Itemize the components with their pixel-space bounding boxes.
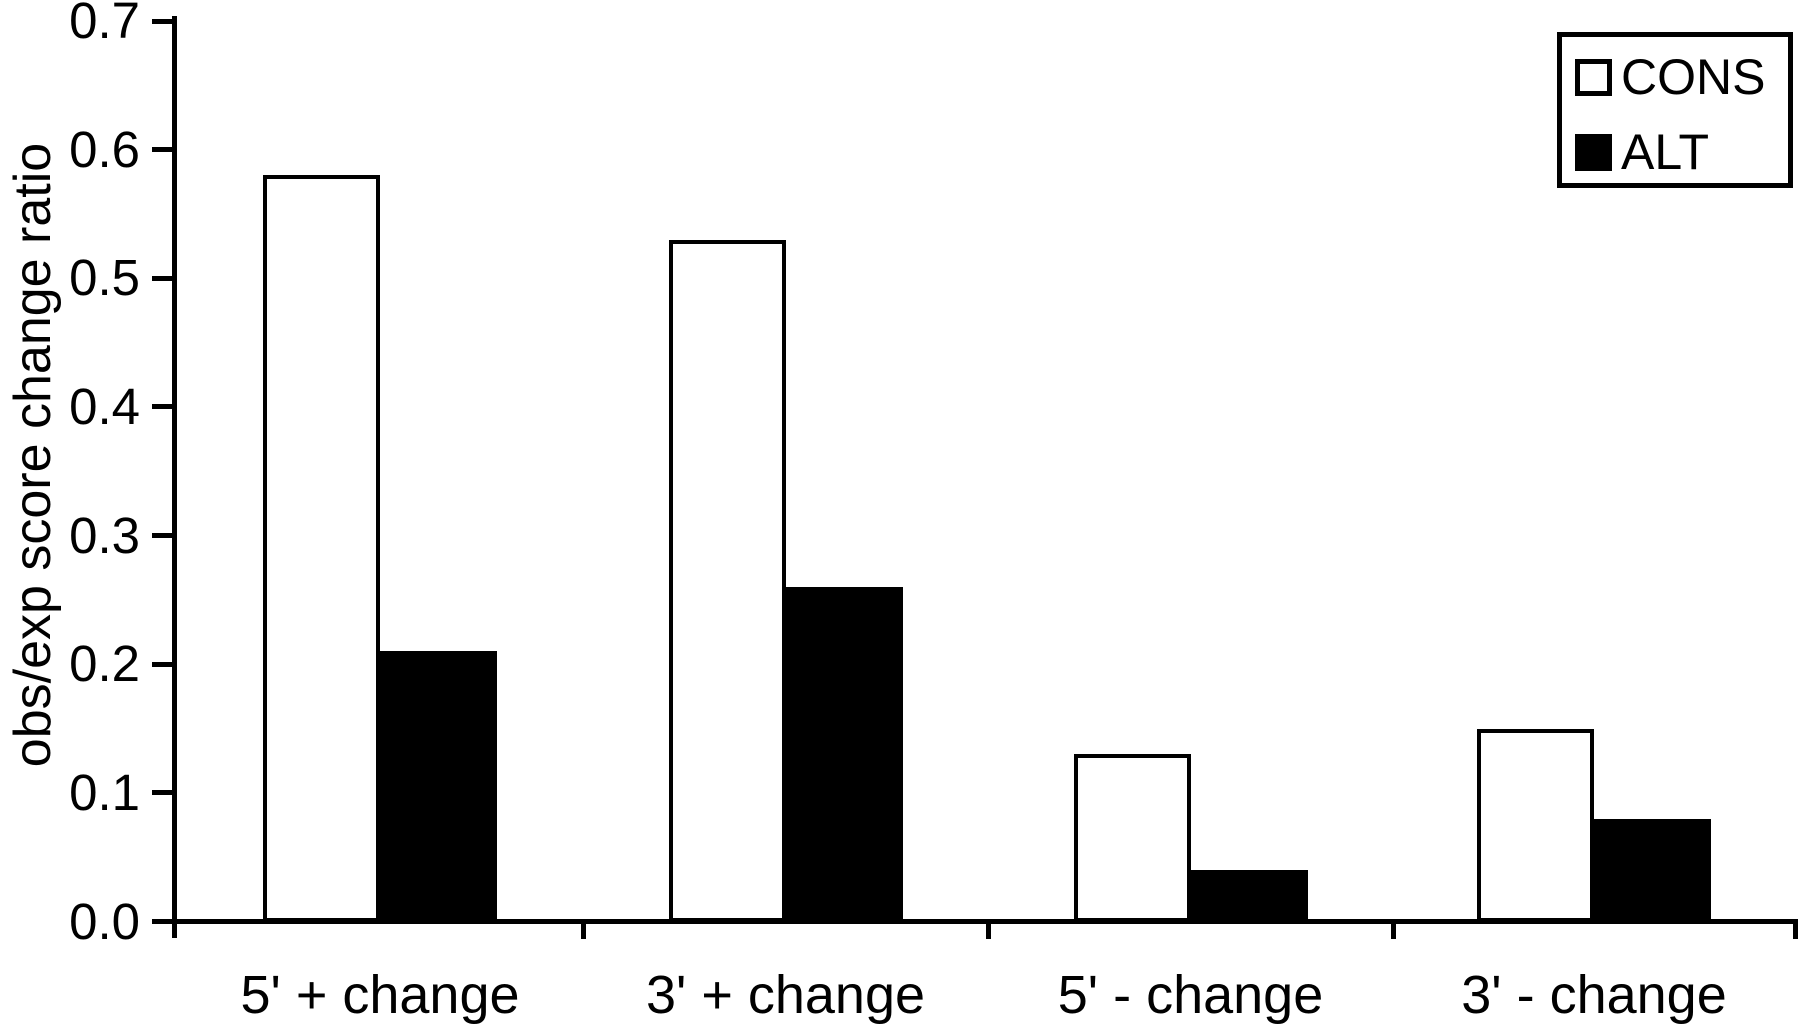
y-tick-label: 0.7 — [69, 0, 140, 49]
cons-swatch-icon — [1575, 58, 1612, 96]
y-tick-mark — [152, 18, 172, 24]
x-tick-mark — [1390, 924, 1396, 939]
x-tick-mark — [985, 924, 991, 939]
y-tick-label: 0.0 — [69, 892, 140, 950]
y-tick-mark — [152, 661, 172, 667]
y-tick-mark — [152, 404, 172, 410]
y-axis-line — [172, 16, 177, 938]
y-tick-mark — [152, 275, 172, 281]
x-category-label: 3' - change — [1461, 965, 1727, 1024]
y-tick-label: 0.6 — [69, 120, 140, 178]
y-tick-label: 0.1 — [69, 763, 140, 821]
bar-cons-4 — [1477, 728, 1594, 922]
y-tick-mark — [152, 919, 172, 924]
y-tick-label: 0.2 — [69, 635, 140, 693]
x-category-label: 5' - change — [1057, 965, 1324, 1024]
alt-swatch-icon — [1575, 133, 1612, 171]
x-category-label: 5' + change — [240, 965, 520, 1024]
y-tick-label: 0.3 — [69, 506, 140, 564]
x-tick-mark — [1792, 924, 1798, 939]
legend-label-alt: ALT — [1621, 124, 1709, 180]
legend-label-cons: CONS — [1621, 49, 1766, 105]
bar-alt-3 — [1190, 870, 1308, 922]
x-tick-mark — [580, 924, 586, 939]
x-axis-line — [172, 919, 1798, 924]
bar-alt-4 — [1594, 818, 1711, 922]
bar-alt-2 — [785, 587, 903, 922]
legend-item-alt: ALT — [1575, 124, 1709, 180]
x-category-label: 3' + change — [645, 965, 926, 1024]
y-tick-mark — [152, 790, 172, 796]
bar-cons-2 — [668, 239, 786, 922]
y-tick-mark — [152, 147, 172, 153]
y-tick-mark — [152, 533, 172, 539]
bar-alt-1 — [380, 651, 497, 922]
y-tick-label: 0.5 — [69, 249, 140, 307]
bar-cons-1 — [263, 175, 380, 922]
legend-item-cons: CONS — [1575, 49, 1766, 105]
y-tick-label: 0.4 — [69, 377, 140, 435]
legend: CONS ALT — [1557, 32, 1793, 188]
bar-cons-3 — [1073, 754, 1191, 922]
